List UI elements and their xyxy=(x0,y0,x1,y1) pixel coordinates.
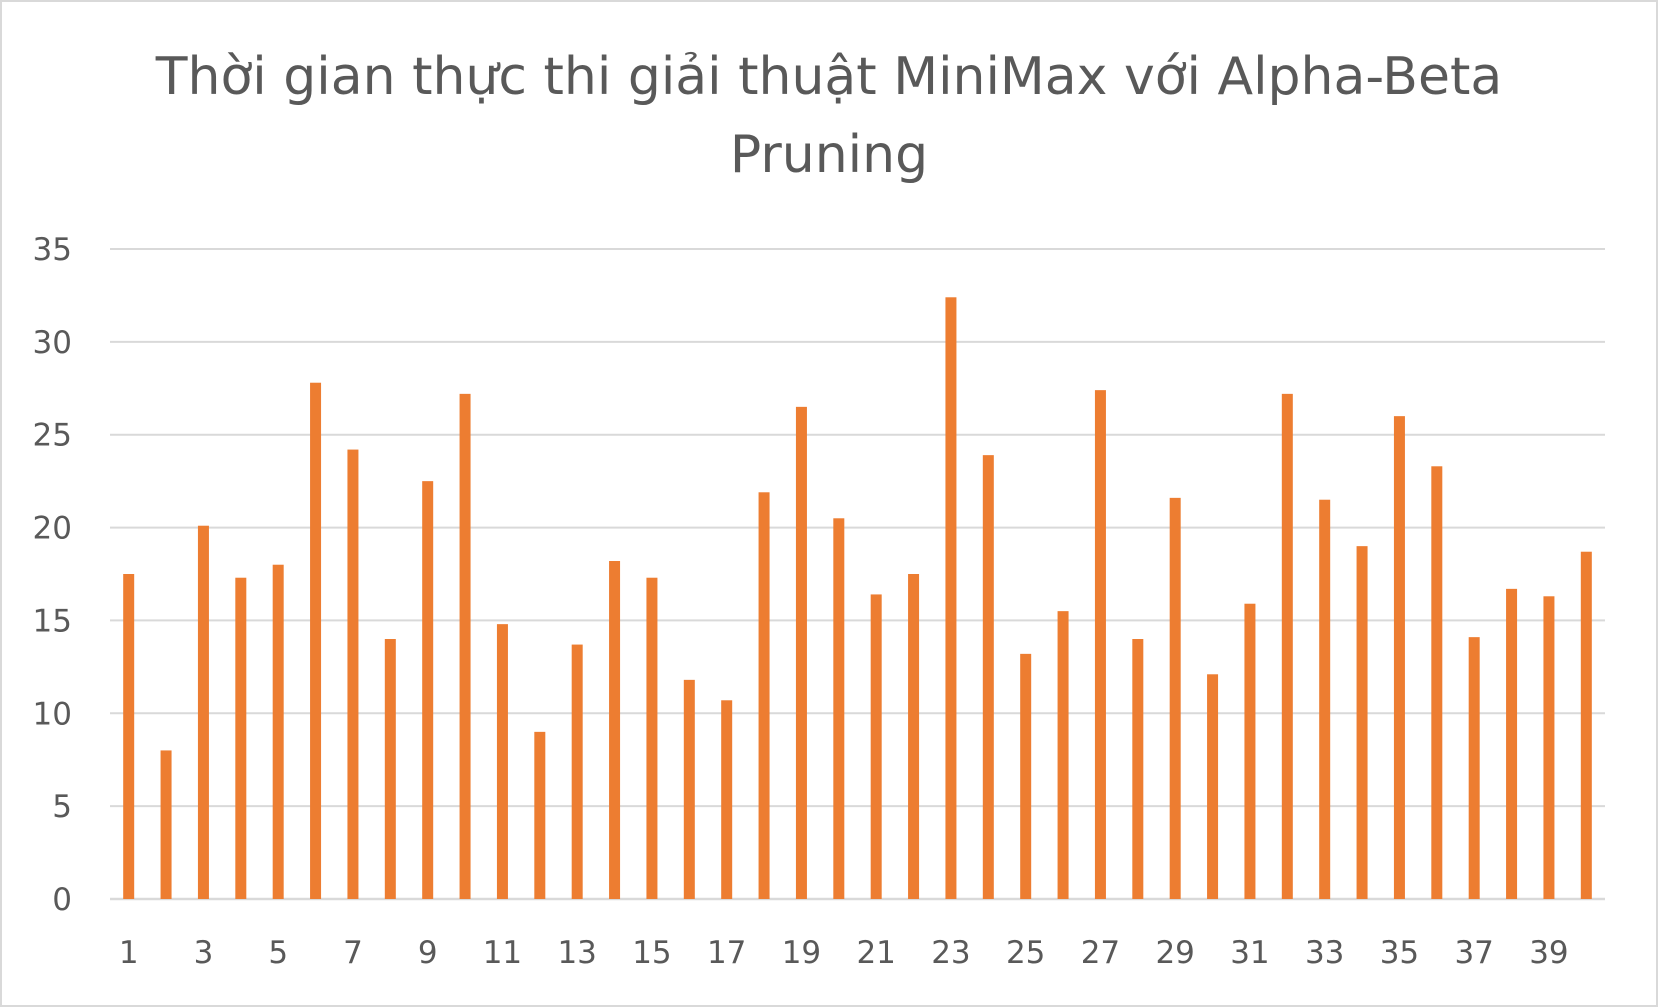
bar xyxy=(1393,416,1405,899)
bar xyxy=(795,406,807,899)
bar xyxy=(1020,653,1032,899)
bar xyxy=(1468,637,1480,899)
x-tick-label: 27 xyxy=(1081,935,1120,971)
bar xyxy=(459,393,471,899)
bars xyxy=(123,297,1592,899)
bar xyxy=(571,644,583,899)
bar xyxy=(1506,588,1518,899)
x-tick-label: 13 xyxy=(557,935,596,971)
x-tick-label: 35 xyxy=(1380,935,1419,971)
bar xyxy=(609,561,621,899)
x-tick-label: 9 xyxy=(418,935,438,971)
bar xyxy=(1281,393,1293,899)
x-tick-label: 15 xyxy=(632,935,671,971)
y-tick-label: 35 xyxy=(33,232,72,268)
x-tick-label: 33 xyxy=(1305,935,1344,971)
y-tick-label: 10 xyxy=(33,696,72,732)
bar xyxy=(1244,603,1256,899)
chart-title-line-1: Thời gian thực thi giải thuật MiniMax vớ… xyxy=(155,47,1503,107)
bar xyxy=(1169,497,1181,899)
x-tick-label: 29 xyxy=(1155,935,1194,971)
bar xyxy=(683,679,695,899)
bar xyxy=(347,449,359,899)
bar xyxy=(160,750,172,899)
bar xyxy=(758,492,770,899)
bar xyxy=(721,700,733,899)
bar xyxy=(833,518,845,899)
chart-title-line-2: Pruning xyxy=(729,125,929,185)
x-tick-label: 1 xyxy=(119,935,139,971)
x-tick-label: 17 xyxy=(707,935,746,971)
bar xyxy=(1094,390,1106,899)
x-tick-label: 39 xyxy=(1529,935,1568,971)
bar xyxy=(945,297,957,899)
bar xyxy=(310,382,322,899)
y-tick-label: 15 xyxy=(33,603,72,639)
x-tick-label: 23 xyxy=(931,935,970,971)
bar xyxy=(870,594,882,899)
x-tick-label: 3 xyxy=(194,935,214,971)
y-axis-ticks: 0 5 10 15 20 25 30 35 xyxy=(33,232,72,918)
bar xyxy=(1356,546,1368,899)
bar xyxy=(197,525,209,899)
bar xyxy=(496,624,508,899)
x-tick-label: 11 xyxy=(483,935,522,971)
bar xyxy=(384,639,396,899)
y-tick-label: 20 xyxy=(33,511,72,547)
bar xyxy=(422,481,434,899)
x-tick-label: 37 xyxy=(1454,935,1493,971)
bar xyxy=(272,564,284,899)
bar xyxy=(1543,596,1555,899)
bar xyxy=(1057,611,1069,899)
x-axis-ticks: 1 3 5 7 9 11 13 15 17 19 21 23 25 27 29 31 33 35 37 39 xyxy=(119,935,1569,971)
y-tick-label: 0 xyxy=(52,882,72,918)
bar xyxy=(534,731,546,899)
gridlines xyxy=(110,248,1605,901)
x-tick-label: 19 xyxy=(782,935,821,971)
bar xyxy=(1580,551,1592,899)
x-tick-label: 31 xyxy=(1230,935,1269,971)
bar xyxy=(1132,639,1144,899)
x-tick-label: 5 xyxy=(268,935,288,971)
y-tick-label: 30 xyxy=(33,325,72,361)
bar xyxy=(908,574,920,899)
bar xyxy=(1319,499,1331,899)
chart-title: Thời gian thực thi giải thuật MiniMax vớ… xyxy=(0,38,1658,194)
bar xyxy=(982,455,994,899)
y-tick-label: 5 xyxy=(52,789,72,825)
x-tick-label: 7 xyxy=(343,935,363,971)
y-tick-label: 25 xyxy=(33,418,72,454)
bar xyxy=(123,574,135,899)
bar xyxy=(235,577,247,899)
x-tick-label: 25 xyxy=(1006,935,1045,971)
bar xyxy=(1431,466,1443,899)
bar xyxy=(1207,674,1219,899)
bar xyxy=(646,577,658,899)
x-tick-label: 21 xyxy=(856,935,895,971)
